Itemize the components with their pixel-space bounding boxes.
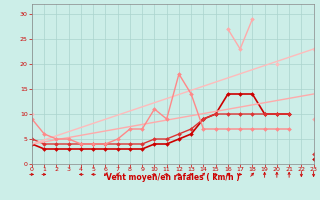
X-axis label: Vent moyen/en rafales ( km/h ): Vent moyen/en rafales ( km/h )	[106, 173, 240, 182]
